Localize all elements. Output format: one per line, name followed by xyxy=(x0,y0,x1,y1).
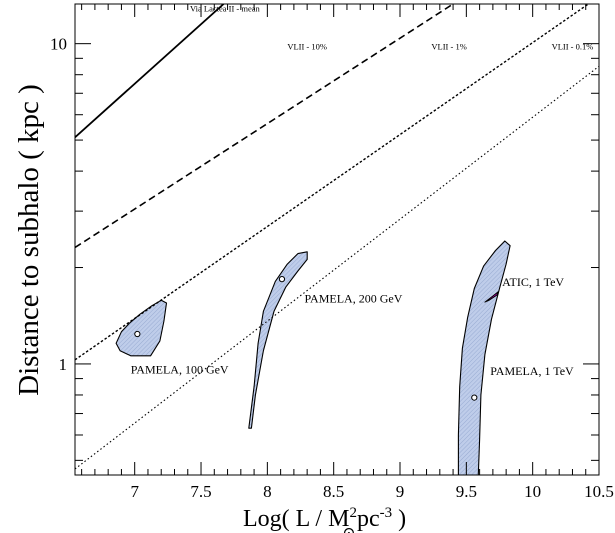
line-label-vlii-10: VLII - 10% xyxy=(287,41,327,51)
x-tick-label: 7.5 xyxy=(190,482,211,501)
x-tick-label: 8 xyxy=(263,482,272,501)
line-vlii-1 xyxy=(75,4,589,361)
region-label-pamela-200-gev: PAMELA, 200 GeV xyxy=(304,292,402,306)
line-via-lactea-ii-mean xyxy=(75,4,225,138)
line-label-vlii-0-1: VLII - 0.1% xyxy=(552,41,594,51)
x-tick-label: 9.5 xyxy=(456,482,477,501)
best-fit-point-pamela-200-gev xyxy=(278,276,286,283)
x-tick-label: 8.5 xyxy=(323,482,344,501)
x-axis-label: Log( L / M2pc-3 ) xyxy=(243,505,406,532)
region-pamela-200-gev xyxy=(248,251,308,429)
x-axis-label-tail-sup: -3 xyxy=(380,505,393,521)
region-label-pamela-1-tev: PAMELA, 1 TeV xyxy=(490,364,574,378)
x-tick-label: 9 xyxy=(396,482,405,501)
x-axis-label-sup: 2 xyxy=(349,505,357,521)
region-pamela-100-gev xyxy=(115,299,168,357)
region-label-atic-1-tev: ATIC, 1 TeV xyxy=(502,275,564,289)
x-axis-label-close: ) xyxy=(392,506,406,532)
y-tick-label: 10 xyxy=(50,35,67,54)
x-tick-label: 10 xyxy=(524,482,541,501)
line-layer xyxy=(75,4,599,470)
line-label-vlii-1: VLII - 1% xyxy=(431,41,466,51)
best-fit-point-pamela-100-gev xyxy=(134,330,141,338)
best-fit-point-pamela-1-tev xyxy=(471,394,478,401)
x-tick-label: 7 xyxy=(130,482,139,501)
line-vlii-0-1 xyxy=(75,65,599,470)
plot-frame xyxy=(74,3,600,476)
marker-layer xyxy=(134,276,478,401)
x-tick-label: 10.5 xyxy=(584,482,614,501)
region-label-pamela-100-gev: PAMELA, 100 GeV xyxy=(131,362,229,376)
label-layer: PAMELA, 100 GeV PAMELA, 200 GeV PAMELA, 1 … xyxy=(131,4,594,378)
x-axis-label-sub: ⊙ xyxy=(342,525,355,533)
line-vlii-10 xyxy=(75,4,454,249)
y-tick-label: 1 xyxy=(59,355,68,374)
line-label-via-lactea-ii-mean: Via Lactea II - mean xyxy=(190,4,261,14)
region-pamela-1-tev xyxy=(457,240,511,475)
x-axis-label-tail: pc xyxy=(357,506,380,532)
y-axis-label: Distance to subhalo ( kpc ) xyxy=(13,84,45,396)
tick-layer: 7 7.5 8 8.5 9 9.5 10 10.5 1 10 xyxy=(50,4,614,501)
x-axis-label-main: Log( L / M xyxy=(243,506,349,532)
region-layer xyxy=(115,240,511,475)
region-atic-1-tev xyxy=(484,291,499,303)
